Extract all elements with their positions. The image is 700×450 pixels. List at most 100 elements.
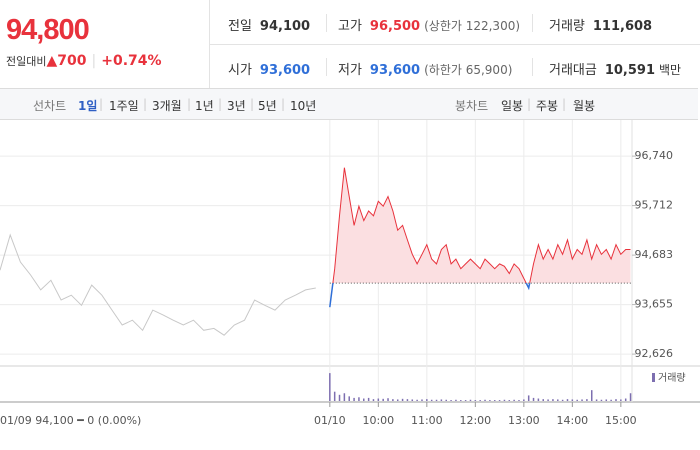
- volume-bar: [474, 400, 477, 401]
- volume-bar: [430, 399, 433, 401]
- divider: [532, 14, 533, 32]
- volume-bar: [348, 396, 350, 401]
- x-tick-label: 11:00: [411, 414, 443, 427]
- separator: |: [218, 97, 223, 111]
- volume-bar: [372, 399, 375, 401]
- volume-bar: [590, 390, 593, 401]
- volume-bar: [537, 398, 540, 401]
- volume-bar: [595, 399, 598, 401]
- stat-label: 시가: [228, 63, 252, 78]
- separator: |: [187, 97, 192, 111]
- tab[interactable]: 3년: [227, 99, 246, 113]
- stat: 거래량 111,608: [549, 15, 652, 34]
- tab-bar: 선차트 1일 | 1주일 | 3개월 | 1년 | 3년 | 5년 | 10년 …: [0, 88, 698, 120]
- volume-bar: [392, 399, 394, 401]
- stat: 시가 93,600: [228, 59, 310, 78]
- volume-bar: [440, 399, 443, 401]
- volume-bar: [557, 399, 559, 401]
- tab[interactable]: 주봉: [536, 99, 559, 113]
- separator: |: [99, 97, 104, 111]
- volume-bar: [411, 399, 414, 401]
- stat-value: 93,600: [259, 63, 311, 78]
- x-tick-label: 13:00: [508, 414, 540, 427]
- volume-bar: [450, 400, 452, 401]
- current-price: 94,800: [6, 14, 90, 46]
- stat-value: 96,500: [369, 19, 421, 34]
- tab[interactable]: 3개월: [152, 99, 182, 113]
- volume-bar: [489, 400, 491, 401]
- volume-bar: [484, 399, 486, 401]
- tab[interactable]: 5년: [258, 99, 277, 113]
- volume-bar: [333, 391, 336, 401]
- stat-unit: 백만: [659, 63, 682, 77]
- volume-bar: [464, 400, 467, 401]
- tab[interactable]: 1주일: [109, 99, 139, 113]
- volume-bar: [396, 399, 399, 401]
- volume-bar: [547, 399, 549, 401]
- stat-note: (하한가 65,900): [424, 63, 513, 77]
- divider: [209, 0, 210, 88]
- volume-bar: [523, 399, 525, 401]
- volume-bar: [435, 399, 438, 401]
- stat: 저가 93,600 (하한가 65,900): [338, 59, 512, 78]
- separator: |: [91, 53, 97, 69]
- stat-label: 전일: [228, 19, 252, 34]
- divider: [210, 44, 700, 45]
- change-pct: +0.74%: [101, 53, 162, 69]
- stat: 고가 96,500 (상한가 122,300): [338, 15, 520, 34]
- stat-value: 111,608: [592, 19, 653, 34]
- volume-bar: [561, 399, 564, 401]
- tab[interactable]: 월봉: [573, 99, 596, 113]
- separator: |: [562, 97, 567, 111]
- volume-bar: [605, 399, 608, 401]
- volume-bar: [460, 400, 462, 401]
- volume-bar: [629, 393, 632, 401]
- volume-bar: [387, 398, 389, 401]
- y-tick-label: 95,712: [635, 199, 674, 212]
- volume-bar: [338, 394, 341, 401]
- volume-bar: [571, 399, 574, 401]
- volume-bar: [363, 398, 365, 401]
- volume-bar: [586, 399, 588, 401]
- x-tick-label: 14:00: [556, 414, 588, 427]
- volume-bar: [498, 400, 501, 401]
- x-tick-label: 10:00: [362, 414, 394, 427]
- tab[interactable]: 1년: [195, 99, 214, 113]
- separator: |: [250, 97, 255, 111]
- legend-label: 거래량: [658, 372, 686, 384]
- tab[interactable]: 일봉: [501, 99, 524, 113]
- tab[interactable]: 10년: [290, 99, 317, 113]
- volume-bar: [620, 399, 622, 401]
- volume-bar: [503, 399, 506, 401]
- volume-bar: [610, 399, 612, 401]
- up-icon: ▲: [46, 53, 58, 69]
- change-row: 전일대비▲700 | +0.74%: [6, 53, 162, 69]
- volume-bar: [542, 399, 544, 401]
- volume-bar: [615, 399, 617, 401]
- volume-bar: [469, 399, 472, 401]
- volume-bar: [353, 397, 355, 401]
- legend-swatch: [652, 373, 655, 382]
- stat-label: 거래대금: [549, 63, 597, 78]
- volume-bar: [445, 399, 447, 401]
- volume-bar: [527, 395, 530, 401]
- volume-bar: [532, 397, 535, 401]
- area: [332, 167, 631, 284]
- y-tick-label: 92,626: [635, 347, 674, 360]
- volume-bar: [479, 400, 481, 401]
- volume-bar: [343, 393, 346, 401]
- stat: 전일 94,100: [228, 15, 310, 34]
- change-label: 전일대비: [6, 55, 47, 68]
- volume-bar: [552, 399, 554, 401]
- volume-bar: [600, 399, 603, 401]
- stat-label: 고가: [338, 19, 362, 34]
- prev-day-label: 01/09 94,100 ━ 0 (0.00%): [0, 414, 141, 427]
- volume-bar: [401, 398, 404, 401]
- stat-value: 94,100: [259, 19, 311, 34]
- volume-bar: [508, 400, 511, 401]
- change: 700: [57, 53, 87, 69]
- tab[interactable]: 1일: [78, 99, 98, 113]
- x-tick-label: 12:00: [459, 414, 491, 427]
